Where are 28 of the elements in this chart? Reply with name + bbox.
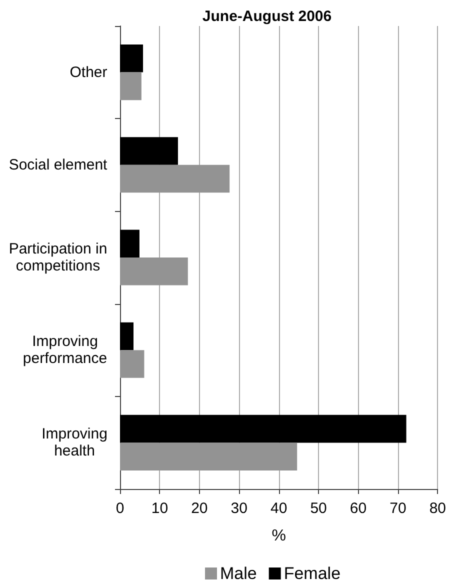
x-tick-label: 10 [151,500,168,517]
x-tick-label: 40 [270,500,288,517]
bar [120,414,406,443]
bar [120,230,140,258]
y-tick-label: Participation in competitions [8,240,108,274]
chart-title: June-August 2006 [202,8,332,25]
bar [120,322,134,350]
bar [120,44,144,72]
y-tick-label: Improving performance [22,333,108,368]
bar [120,72,142,100]
x-tick-label: 60 [350,500,367,517]
x-axis-title: % [272,528,286,544]
x-tick-label: 0 [116,500,124,517]
legend-label: Male [220,564,257,582]
y-tick-label: Other [70,64,108,81]
x-tick-label: 50 [310,500,327,517]
y-tick-label: Improving health [42,426,108,460]
x-tick-label: 20 [191,500,208,517]
legend-label: Female [284,564,341,582]
bar [120,442,298,470]
bar [120,164,230,193]
x-tick-label: 70 [390,500,406,517]
bar [120,137,178,165]
bar [120,350,144,378]
bar [120,258,188,286]
x-tick-label: 30 [230,500,248,517]
x-tick-label: 80 [429,500,446,517]
y-tick-label: Social element [8,156,108,174]
